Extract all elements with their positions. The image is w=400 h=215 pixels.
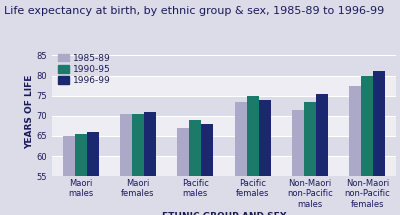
Bar: [349, 86, 361, 215]
Bar: [87, 132, 99, 215]
X-axis label: ETHNIC GROUP AND SEX: ETHNIC GROUP AND SEX: [162, 212, 286, 215]
Bar: [75, 134, 87, 215]
Bar: [292, 110, 304, 215]
Bar: [52, 156, 396, 176]
Bar: [259, 100, 271, 215]
Bar: [144, 112, 156, 215]
Bar: [373, 71, 385, 215]
Bar: [189, 120, 201, 215]
Legend: 1985-89, 1990-95, 1996-99: 1985-89, 1990-95, 1996-99: [56, 52, 112, 87]
Bar: [120, 114, 132, 215]
Bar: [52, 75, 396, 96]
Bar: [63, 136, 75, 215]
Bar: [361, 75, 373, 215]
Bar: [177, 128, 189, 215]
Bar: [132, 114, 144, 215]
Bar: [235, 102, 247, 215]
Bar: [304, 102, 316, 215]
Bar: [52, 116, 396, 136]
Text: Life expectancy at birth, by ethnic group & sex, 1985-89 to 1996-99: Life expectancy at birth, by ethnic grou…: [4, 6, 384, 17]
Y-axis label: YEARS OF LIFE: YEARS OF LIFE: [25, 75, 34, 149]
Bar: [316, 94, 328, 215]
Bar: [201, 124, 213, 215]
Bar: [247, 96, 259, 215]
